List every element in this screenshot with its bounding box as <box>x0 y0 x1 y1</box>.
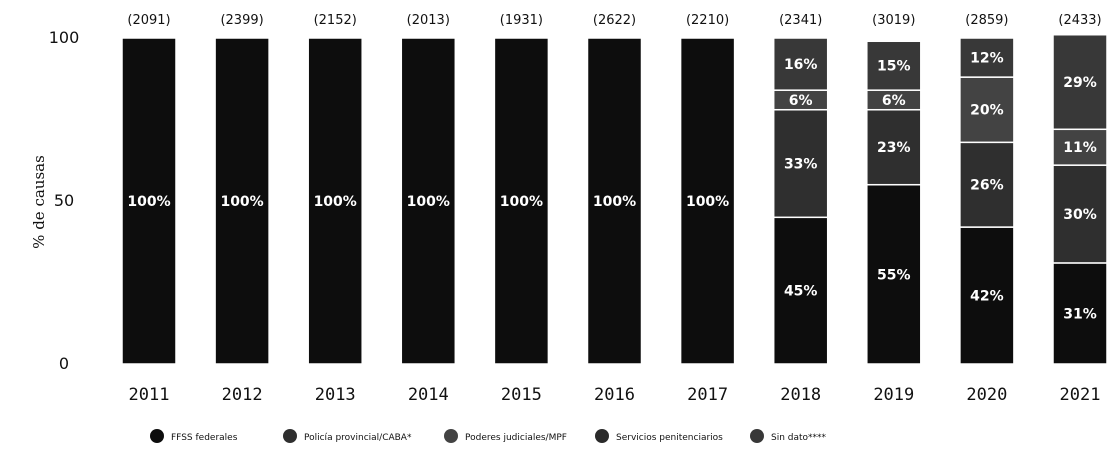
bar-segment-label: 42% <box>970 289 1004 305</box>
bar-segment <box>400 37 457 365</box>
legend-label: Policía provincial/CABA* <box>304 433 412 443</box>
bar-total-label: (2859) <box>965 13 1008 28</box>
bar-segment-label: 15% <box>877 59 911 75</box>
bar-segment-label: 26% <box>970 178 1004 194</box>
x-axis-ticks: 2011 2012 2013 2014 2015 2016 2017 2018 2019 2020… <box>129 385 1101 405</box>
bar-segment-label: 100% <box>127 194 170 210</box>
bar-segment-label: 100% <box>220 194 263 210</box>
bar-segment <box>959 141 1015 228</box>
bar-segment-label: 33% <box>784 157 818 173</box>
x-tick-label: 2012 <box>222 385 263 405</box>
bar-segment-label: 100% <box>686 194 729 210</box>
bar-segment <box>679 37 736 365</box>
x-tick-label: 2017 <box>687 385 728 405</box>
x-tick-label: 2021 <box>1060 385 1101 405</box>
bar-total-label: (2210) <box>686 13 729 28</box>
bar-segment-label: 30% <box>1063 207 1097 223</box>
y-axis-label: % de causas <box>30 155 48 249</box>
legend-marker <box>283 429 297 443</box>
bars: 100% 100% 100% 100% 100% 100% 100% 45% 33% 6% 16% 5… <box>121 33 1108 365</box>
bar-segment <box>1052 164 1108 264</box>
x-tick-label: 2016 <box>594 385 635 405</box>
bar-segment-label: 16% <box>784 57 818 73</box>
bar-segment <box>866 108 922 186</box>
bar-segment-label: 20% <box>970 103 1004 119</box>
bar-segment <box>214 37 270 365</box>
legend-marker <box>444 429 458 443</box>
bar-segment <box>866 40 922 91</box>
bar-segment <box>493 37 550 365</box>
bar-segment <box>959 76 1015 144</box>
bar-segment-label: 100% <box>593 194 636 210</box>
y-tick-label: 0 <box>59 354 69 373</box>
bar-segment-label: 55% <box>877 267 911 283</box>
bar-segment-label: 11% <box>1063 140 1097 156</box>
bar-segment-label: 31% <box>1063 306 1097 322</box>
bar-segment <box>772 216 829 365</box>
bar-total-label: (2152) <box>314 13 357 28</box>
x-tick-label: 2015 <box>501 385 542 405</box>
bar-total-label: (2399) <box>220 13 263 28</box>
x-tick-label: 2014 <box>408 385 449 405</box>
bar-segment-label: 29% <box>1063 75 1097 91</box>
legend-label: Servicios penitenciarios <box>616 433 723 443</box>
bar-total-label: (2091) <box>127 13 170 28</box>
bar-segment <box>959 226 1015 365</box>
y-tick-label: 50 <box>54 191 74 210</box>
x-tick-label: 2018 <box>780 385 821 405</box>
bar-total-label: (2341) <box>779 13 822 28</box>
x-tick-label: 2013 <box>315 385 356 405</box>
bar-totals: (2091) (2399) (2152) (2013) (1931) (2622) (221… <box>127 13 1101 28</box>
bar-segment-label: 100% <box>500 194 543 210</box>
bar-segment-label: 12% <box>970 51 1004 67</box>
legend-label: Sin dato**** <box>771 433 827 443</box>
bar-segment <box>959 37 1015 78</box>
bar-total-label: (3019) <box>872 13 915 28</box>
bar-segment <box>772 108 829 219</box>
legend-label: Poderes judiciales/MPF <box>465 433 567 443</box>
x-tick-label: 2019 <box>873 385 914 405</box>
bar-segment <box>772 37 829 91</box>
bar-segment <box>121 37 177 365</box>
bar-segment-label: 6% <box>882 93 906 109</box>
legend-marker <box>595 429 609 443</box>
bar-segment-label: 45% <box>784 284 818 300</box>
bar-segment <box>1052 33 1108 131</box>
bar-total-label: (1931) <box>500 13 543 28</box>
bar-total-label: (2622) <box>593 13 636 28</box>
bar-segment-label: 100% <box>407 194 450 210</box>
legend: FFSS federales Policía provincial/CABA* Po… <box>150 429 827 443</box>
y-axis-ticks: 0 50 100 <box>49 28 80 373</box>
legend-marker <box>150 429 164 443</box>
legend-label: FFSS federales <box>171 433 238 443</box>
legend-marker <box>750 429 764 443</box>
bar-segment <box>866 183 922 365</box>
bar-total-label: (2433) <box>1058 13 1101 28</box>
x-tick-label: 2011 <box>129 385 170 405</box>
x-tick-label: 2020 <box>966 385 1007 405</box>
bar-total-label: (2013) <box>407 13 450 28</box>
bar-segment-label: 6% <box>789 93 813 109</box>
bar-segment <box>586 37 643 365</box>
y-tick-label: 100 <box>49 28 80 47</box>
bar-segment-label: 23% <box>877 140 911 156</box>
bar-segment-label: 100% <box>314 194 357 210</box>
bar-segment <box>307 37 363 365</box>
